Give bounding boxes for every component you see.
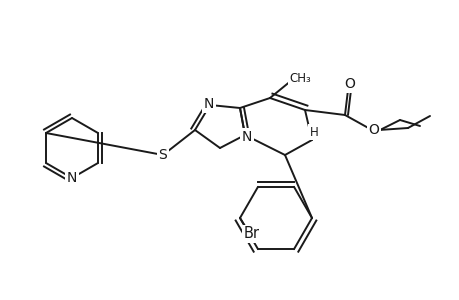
Text: N: N (203, 97, 214, 111)
Text: S: S (158, 148, 167, 162)
Text: Br: Br (243, 226, 259, 242)
Text: O: O (368, 123, 379, 137)
Text: N: N (67, 171, 77, 185)
Text: O: O (344, 77, 355, 91)
Text: CH₃: CH₃ (289, 71, 310, 85)
Text: N: N (241, 130, 252, 144)
Text: H: H (309, 125, 318, 139)
